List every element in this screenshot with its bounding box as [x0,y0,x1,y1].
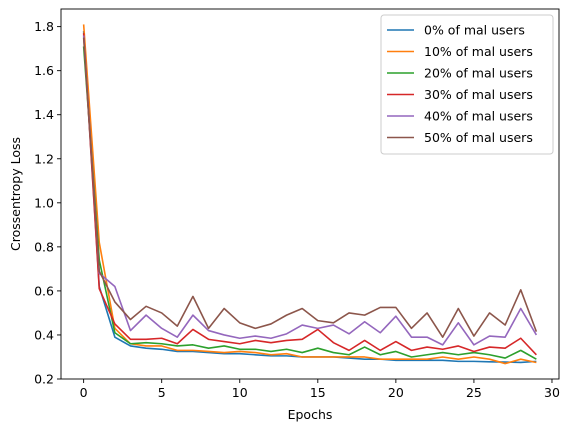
y-tick-label-1: 0.4 [34,327,54,342]
legend-label-4: 40% of mal users [424,109,533,124]
y-tick-label-7: 1.6 [34,63,54,78]
x-axis-label: Epochs [288,407,333,422]
x-tick-label-2: 10 [232,385,248,400]
x-tick-label-1: 5 [158,385,166,400]
legend-label-2: 20% of mal users [424,66,533,81]
y-axis-ticks: 0.2 0.4 0.6 0.8 1.0 1.2 1.4 1.6 1.8 [34,19,61,387]
x-tick-label-4: 20 [388,385,404,400]
y-tick-label-3: 0.8 [34,239,54,254]
legend-label-3: 30% of mal users [424,87,533,102]
legend-label-1: 10% of mal users [424,44,533,59]
series-lines [82,24,538,365]
x-tick-label-6: 30 [544,385,560,400]
x-tick-label-0: 0 [80,385,88,400]
x-tick-label-5: 25 [466,385,482,400]
y-tick-label-4: 1.0 [34,195,54,210]
legend-label-5: 50% of mal users [424,130,533,145]
y-tick-label-0: 0.2 [34,372,54,387]
y-tick-label-6: 1.4 [34,107,54,122]
series-line-1 [82,24,537,365]
y-axis-label: Crossentropy Loss [8,137,23,251]
series-line-4 [82,35,538,346]
series-line-5 [82,37,538,338]
series-line-3 [82,33,537,356]
x-axis-ticks: 0 5 10 15 20 25 30 [80,379,560,400]
y-tick-label-8: 1.8 [34,19,54,34]
legend-label-0: 0% of mal users [424,23,525,38]
legend: 0% of mal users 10% of mal users 20% of ma… [380,14,554,155]
series-line-2 [82,46,537,360]
plot-frame [60,8,560,380]
y-tick-label-2: 0.6 [34,283,54,298]
legend-box [380,14,554,155]
axes [60,8,560,380]
x-tick-label-3: 15 [310,385,326,400]
y-tick-label-5: 1.2 [34,151,54,166]
